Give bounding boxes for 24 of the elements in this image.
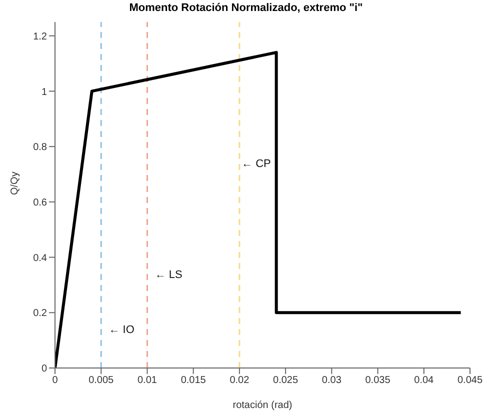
annotation: ← CP [242,158,271,170]
x-tick-label: 0.03 [322,375,342,386]
annotation: ← LS [154,268,182,281]
x-tick-label: 0.04 [414,375,434,386]
chart-title: Momento Rotación Normalizado, extremo "i" [128,2,364,14]
x-tick-label: 0.02 [230,375,250,386]
x-tick-label: 0.035 [365,375,391,386]
x-tick-label: 0.005 [88,375,114,386]
x-tick-label: 0.025 [273,375,299,386]
x-axis-title: rotación (rad) [232,400,292,411]
y-tick-label: 1.2 [33,31,48,42]
x-tick-label: 0.045 [457,375,483,386]
y-tick-label: 0 [41,364,48,375]
y-tick-label: 0.2 [33,308,48,320]
y-axis-title: Q/Qy [10,172,21,195]
x-tick-label: 0 [52,375,58,386]
y-tick-label: 0.8 [33,142,48,154]
x-tick-label: 0.015 [180,375,206,386]
line-series [55,50,462,368]
x-tick-label: 0.01 [137,375,158,386]
y-tick-label: 1 [41,86,48,98]
annotation: ← IO [108,324,135,336]
y-tick-label: 0.6 [33,197,48,208]
y-tick-label: 0.4 [33,252,48,264]
